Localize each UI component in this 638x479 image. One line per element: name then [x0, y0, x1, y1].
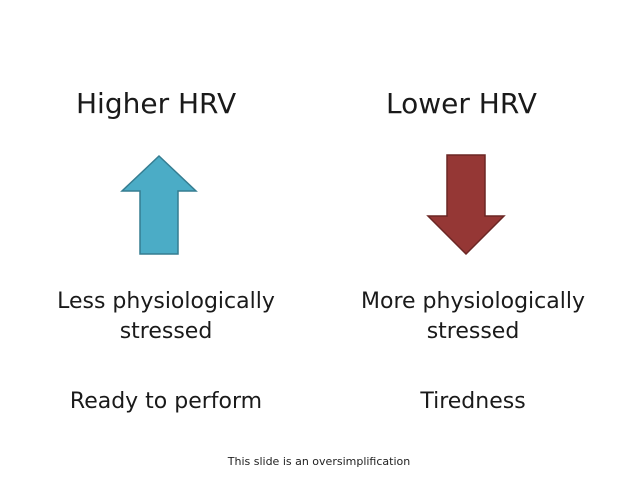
- more-stressed-line2: stressed: [426, 319, 520, 344]
- tiredness-label: Tiredness: [420, 389, 526, 414]
- ready-to-perform-label: Ready to perform: [69, 389, 263, 414]
- lower-hrv-heading: Lower HRV: [386, 87, 537, 120]
- less-stressed-line2: stressed: [119, 319, 213, 344]
- down-arrow-shape: [426, 154, 506, 256]
- less-stressed-line1: Less physiologically: [57, 289, 275, 314]
- up-arrow-shape: [120, 154, 198, 255]
- less-stressed-label: Less physiologically stressed: [46, 287, 286, 347]
- footnote: This slide is an oversimplification: [227, 455, 411, 468]
- up-arrow-icon: [120, 154, 198, 255]
- higher-hrv-heading: Higher HRV: [76, 87, 237, 120]
- more-stressed-line1: More physiologically: [361, 289, 585, 314]
- more-stressed-label: More physiologically stressed: [348, 287, 598, 347]
- down-arrow-icon: [426, 154, 506, 256]
